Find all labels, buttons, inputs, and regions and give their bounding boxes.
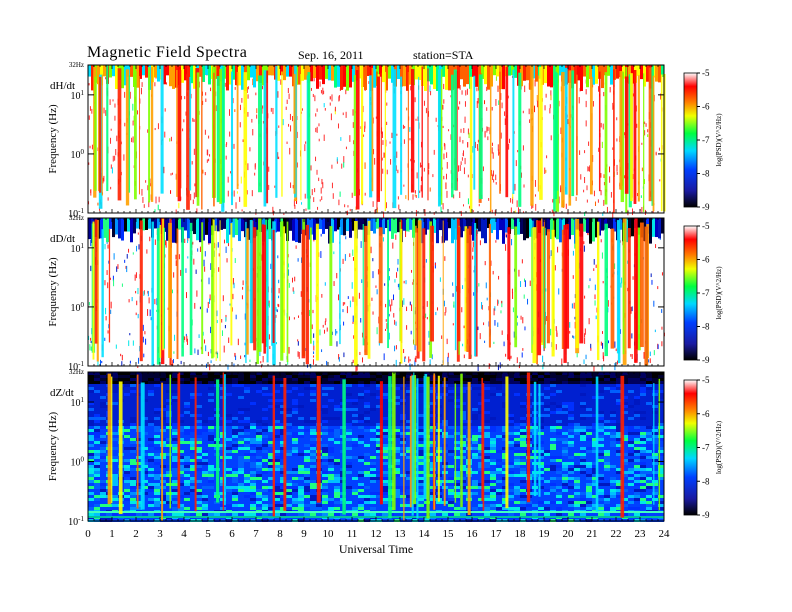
x-tick-label: 8 [277, 528, 283, 540]
x-tick-label: 20 [563, 528, 575, 540]
y-tick-label-32hz: 32Hz [69, 61, 84, 69]
x-tick-label: 17 [491, 528, 503, 540]
panel-label: dZ/dt [50, 387, 74, 399]
figure-title: Magnetic Field Spectra [87, 44, 248, 61]
x-tick-label: 0 [85, 528, 91, 540]
x-tick-label: 6 [229, 528, 235, 540]
x-axis-label: Universal Time [339, 542, 413, 556]
panel-label: dH/dt [50, 80, 75, 92]
colorbar-tick-label: -5 [702, 221, 710, 231]
colorbar-tick-label: -6 [702, 255, 710, 265]
x-tick-label: 2 [133, 528, 139, 540]
plot-background [88, 65, 664, 213]
y-tick-label-1: 100 [71, 456, 85, 469]
x-tick-label: 3 [157, 528, 163, 540]
colorbar-tick-label: -8 [702, 169, 710, 179]
colorbar-tick-label: -7 [702, 288, 710, 298]
x-tick-label: 14 [419, 528, 431, 540]
x-tick-label: 18 [515, 528, 527, 540]
x-tick-label: 1 [109, 528, 115, 540]
x-tick-label: 12 [371, 528, 382, 540]
x-tick-label: 5 [205, 528, 211, 540]
x-tick-label: 24 [659, 528, 671, 540]
x-tick-label: 13 [395, 528, 407, 540]
colorbar [683, 225, 698, 361]
colorbar [683, 72, 698, 208]
colorbar-tick-label: -6 [702, 409, 710, 419]
colorbar-label: log(PSD)(V^2/Hz) [715, 266, 723, 320]
x-tick-label: 7 [253, 528, 259, 540]
y-axis-label: Frequency (Hz) [47, 412, 59, 482]
x-tick-label: 23 [635, 528, 647, 540]
x-tick-label: 11 [347, 528, 358, 540]
y-axis-label: Frequency (Hz) [47, 257, 59, 327]
spectrogram-texture [88, 372, 664, 522]
spectrogram-texture [88, 218, 665, 372]
figure-date: Sep. 16, 2011 [298, 48, 364, 62]
x-tick-label: 22 [611, 528, 622, 540]
y-tick-label-0.1: 10-1 [68, 515, 84, 528]
y-tick-label-32hz: 32Hz [69, 368, 84, 376]
colorbar-tick-label: -5 [702, 68, 710, 78]
colorbar-tick-label: -9 [702, 355, 710, 365]
colorbar-label: log(PSD)(V^2/Hz) [715, 420, 723, 474]
x-tick-label: 21 [587, 528, 598, 540]
y-tick-label-32hz: 32Hz [69, 214, 84, 222]
colorbar-label: log(PSD)(V^2/Hz) [715, 113, 723, 167]
colorbar-tick-label: -5 [702, 375, 710, 385]
x-tick-label: 19 [539, 528, 551, 540]
colorbar-tick-label: -7 [702, 443, 710, 453]
colorbar-tick-label: -8 [702, 322, 710, 332]
y-tick-label-1: 100 [71, 301, 85, 314]
y-tick-label-1: 100 [71, 148, 85, 161]
station-label: station=STA [413, 48, 474, 62]
spectrogram-texture [88, 65, 666, 218]
x-tick-label: 16 [467, 528, 479, 540]
x-tick-label: 15 [443, 528, 455, 540]
colorbar-tick-label: -7 [702, 135, 710, 145]
x-tick-label: 9 [301, 528, 307, 540]
colorbar-tick-label: -9 [702, 202, 710, 212]
y-axis-label: Frequency (Hz) [47, 104, 59, 174]
colorbar [683, 379, 698, 516]
colorbar-tick-label: -9 [702, 510, 710, 520]
x-tick-label: 4 [181, 528, 187, 540]
x-tick-label: 10 [323, 528, 335, 540]
colorbar-tick-label: -8 [702, 476, 710, 486]
colorbar-tick-label: -6 [702, 102, 710, 112]
panel-label: dD/dt [50, 233, 75, 245]
